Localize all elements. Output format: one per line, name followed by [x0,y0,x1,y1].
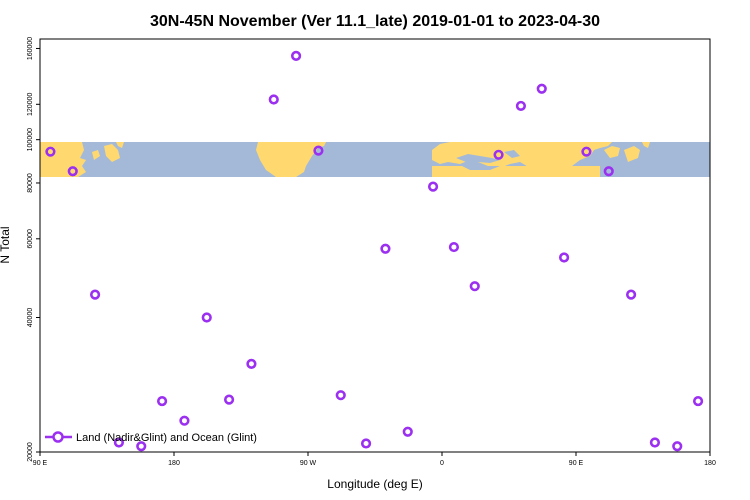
y-tick-label: 80000 [27,173,34,193]
data-point [536,83,547,94]
data-point [581,146,592,157]
data-point [201,312,212,323]
y-tick-label: 100000 [27,128,34,151]
data-point [290,50,302,61]
data-point [469,281,480,292]
data-point [402,426,413,437]
map-band [40,142,710,177]
x-axis-label: Longitude (deg E) [327,477,422,491]
plot-frame [39,38,711,453]
y-tick-label: 120000 [27,93,34,116]
data-point [335,390,346,401]
data-point [156,395,168,407]
data-point [515,100,527,112]
data-point [558,252,570,263]
legend-marker [52,431,64,443]
y-tick-label: 60000 [27,229,34,249]
data-point [692,395,704,407]
data-point [313,145,324,156]
data-point [113,437,125,448]
data-points [45,50,704,452]
x-tick-label: 90 E [33,460,48,467]
data-point [672,441,683,452]
x-tick-label: 90 W [300,460,317,467]
x-tick-label: 0 [440,460,444,467]
y-tick-label: 160000 [27,37,34,60]
y-axis-label: N Total [0,226,12,263]
data-point [380,243,391,254]
data-point [268,94,279,105]
y-tick-label: 40000 [27,308,34,328]
data-point [136,441,147,452]
data-point [67,166,78,177]
data-point [603,166,614,177]
map-ocean-detail [456,150,520,170]
data-point [45,146,56,157]
x-tick-label: 90 E [569,460,584,467]
data-point [649,437,661,448]
data-point [179,415,190,426]
data-point [360,438,372,449]
data-point [427,181,439,192]
legend: Land (Nadir&Glint) and Ocean (Glint) [45,431,257,444]
legend-label: Land (Nadir&Glint) and Ocean (Glint) [76,432,257,444]
y-tick-label: 20000 [27,442,34,462]
data-point [223,394,235,405]
data-point [89,289,101,300]
data-point [448,241,460,253]
chart-title: 30N-45N November (Ver 11.1_late) 2019-01… [150,13,600,30]
y-axis: 20000 40000 60000 80000 100000 120000 160000 [27,37,40,462]
x-axis: 90 E 180 90 W 0 90 E 180 [33,452,716,467]
data-point [493,149,504,160]
x-tick-label: 180 [168,460,180,467]
data-point [625,289,637,300]
x-tick-label: 180 [704,460,716,467]
data-point [246,358,257,369]
